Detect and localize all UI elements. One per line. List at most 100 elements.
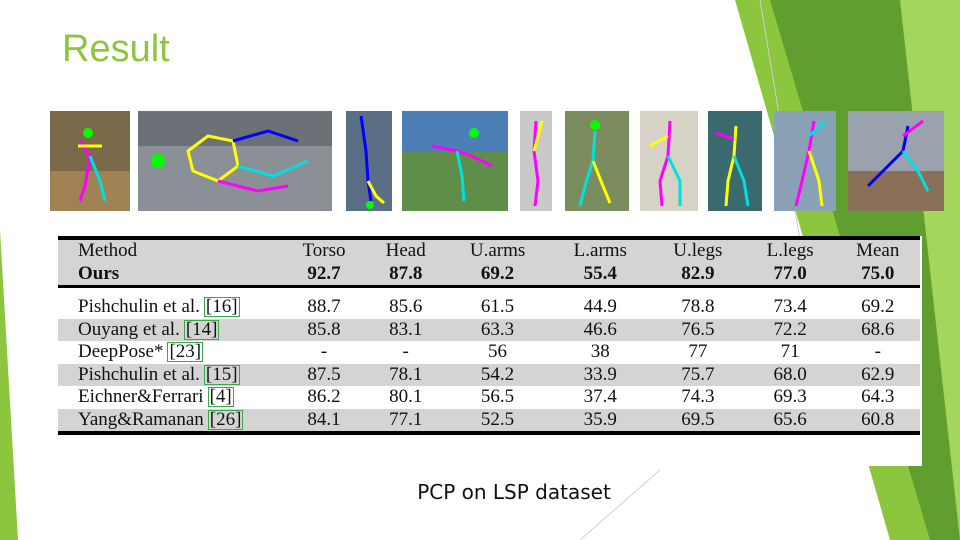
value-cell: 54.2 (480, 363, 515, 385)
value-cell: 46.6 (583, 318, 617, 340)
table-row-ours: Ours 92.7 87.8 69.2 55.4 82.9 77.0 75.0 (58, 262, 920, 287)
column-header: Mean (856, 240, 900, 261)
column-header: Torso (302, 240, 346, 261)
value-cell: 62.9 (861, 363, 895, 385)
citation-link[interactable]: [23] (167, 341, 204, 362)
value-cell: 82.9 (681, 262, 715, 284)
value-cell: 92.7 (307, 262, 341, 284)
value-cell: 71 (780, 341, 800, 362)
value-cell: 69.2 (480, 262, 515, 284)
value-cell: 56 (488, 341, 508, 362)
citation-link[interactable]: [16] (203, 296, 240, 317)
pose-photo (774, 111, 836, 211)
value-cell: 77.1 (389, 408, 423, 430)
value-cell: 88.7 (307, 296, 341, 317)
value-cell: 80.1 (389, 386, 423, 407)
pose-photo (640, 111, 698, 211)
method-name: Yang&Ramanan (78, 408, 204, 430)
method-cell: Ouyang et al. [14] (58, 319, 282, 342)
method-cell: Ours (78, 262, 120, 284)
table-spacer (58, 287, 920, 297)
slide-title: Result (62, 28, 170, 70)
value-cell: 73.4 (773, 296, 807, 317)
value-cell: 52.5 (480, 408, 515, 430)
value-cell: 69.3 (773, 386, 807, 407)
method-name: Pishchulin et al. (78, 296, 200, 317)
value-cell: - (874, 341, 881, 362)
column-header: U.arms (469, 240, 526, 261)
table-row: Pishchulin et al. [16] 88.7 85.6 61.5 44.… (58, 296, 920, 319)
method-cell: Yang&Ramanan [26] (58, 409, 282, 434)
method-name: Eichner&Ferrari (78, 386, 204, 407)
method-name: Ouyang et al. (78, 318, 180, 340)
value-cell: 76.5 (681, 318, 715, 340)
value-cell: - (402, 341, 409, 362)
value-cell: 78.8 (681, 296, 715, 317)
value-cell: 87.5 (307, 363, 341, 385)
value-cell: 63.3 (480, 318, 515, 340)
value-cell: 78.1 (389, 363, 423, 385)
table-caption: PCP on LSP dataset (417, 480, 611, 504)
table-row: Pishchulin et al. [15] 87.5 78.1 54.2 33.… (58, 363, 920, 387)
column-header: L.arms (573, 240, 627, 261)
column-header: U.legs (673, 240, 723, 261)
value-cell: 64.3 (861, 386, 895, 407)
results-table-container: Method Torso Head U.arms L.arms U.legs L… (56, 236, 922, 466)
value-cell: 69.5 (681, 408, 715, 430)
value-cell: 68.0 (773, 363, 807, 385)
column-header: Head (385, 240, 426, 261)
table-row: Ouyang et al. [14] 85.8 83.1 63.3 46.6 76… (58, 318, 920, 342)
pcp-results-table: Method Torso Head U.arms L.arms U.legs L… (58, 236, 920, 435)
pose-photo (346, 111, 392, 211)
citation-link[interactable]: [4] (207, 386, 234, 407)
column-header: L.legs (766, 240, 814, 261)
table-header-row: Method Torso Head U.arms L.arms U.legs L… (58, 238, 920, 263)
value-cell: 60.8 (861, 408, 895, 430)
value-cell: 87.8 (389, 262, 423, 284)
pose-photo (520, 111, 552, 211)
pose-photo (708, 111, 762, 211)
value-cell: 74.3 (681, 386, 715, 407)
value-cell: 33.9 (583, 363, 617, 385)
value-cell: 85.8 (307, 318, 341, 340)
value-cell: 55.4 (583, 262, 617, 284)
method-cell: DeepPose* [23] (58, 341, 282, 364)
table-row: Yang&Ramanan [26] 84.1 77.1 52.5 35.9 69.… (58, 408, 920, 434)
value-cell: 37.4 (583, 386, 617, 407)
value-cell: 56.5 (480, 386, 515, 407)
value-cell: 61.5 (480, 296, 515, 317)
citation-link[interactable]: [26] (207, 408, 244, 430)
pose-example-photo-strip (50, 108, 946, 214)
value-cell: 44.9 (583, 296, 617, 317)
value-cell: 77.0 (773, 262, 807, 284)
method-cell: Pishchulin et al. [15] (58, 364, 282, 387)
pose-photo (565, 111, 629, 211)
table-row: DeepPose* [23] - - 56 38 77 71 - (58, 341, 920, 364)
value-cell: 65.6 (773, 408, 807, 430)
value-cell: 77 (688, 341, 708, 362)
pose-photo (848, 111, 944, 211)
value-cell: 75.0 (861, 262, 895, 284)
table-row: Eichner&Ferrari [4] 86.2 80.1 56.5 37.4 7… (58, 386, 920, 409)
citation-link[interactable]: [15] (203, 363, 240, 385)
method-cell: Pishchulin et al. [16] (58, 296, 282, 319)
pose-photo (402, 111, 508, 211)
pose-photo (138, 111, 332, 211)
method-name: Pishchulin et al. (78, 363, 200, 385)
citation-link[interactable]: [14] (183, 318, 220, 340)
value-cell: 85.6 (389, 296, 423, 317)
value-cell: 83.1 (389, 318, 423, 340)
value-cell: 86.2 (307, 386, 341, 407)
method-name: DeepPose* (78, 341, 164, 362)
value-cell: 68.6 (861, 318, 895, 340)
pose-photo (50, 111, 130, 211)
value-cell: - (320, 341, 328, 362)
value-cell: 75.7 (681, 363, 715, 385)
value-cell: 69.2 (861, 296, 895, 317)
method-cell: Eichner&Ferrari [4] (58, 386, 282, 409)
value-cell: 72.2 (773, 318, 807, 340)
value-cell: 35.9 (583, 408, 617, 430)
value-cell: 38 (590, 341, 610, 362)
column-header: Method (78, 240, 138, 261)
value-cell: 84.1 (307, 408, 341, 430)
